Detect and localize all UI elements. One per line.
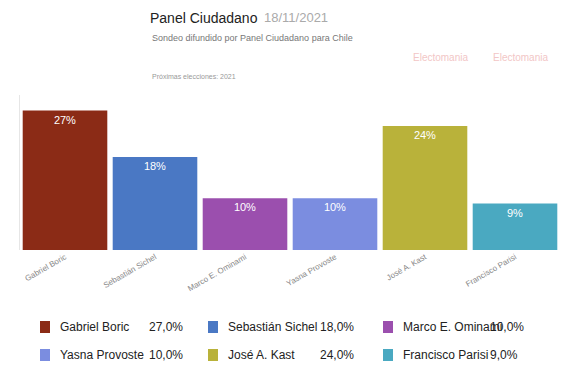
svg-text:Sebastián Sichel: Sebastián Sichel [228,320,317,334]
svg-text:10,0%: 10,0% [490,320,524,334]
svg-text:18/11/2021: 18/11/2021 [264,10,328,25]
svg-text:9,0%: 9,0% [490,348,518,362]
svg-text:Gabriel Boric: Gabriel Boric [60,320,129,334]
svg-text:Gabriel Boric: Gabriel Boric [23,252,68,283]
svg-text:Yasna Provoste: Yasna Provoste [60,348,144,362]
svg-text:18,0%: 18,0% [320,320,354,334]
svg-text:24%: 24% [414,129,436,141]
svg-text:Yasna Provoste: Yasna Provoste [285,252,338,288]
svg-text:10,0%: 10,0% [149,348,183,362]
svg-text:27%: 27% [54,114,76,126]
svg-text:Sebastián Sichel: Sebastián Sichel [102,252,158,290]
svg-text:Panel Ciudadano: Panel Ciudadano [150,10,258,26]
svg-text:27,0%: 27,0% [149,320,183,334]
svg-text:9%: 9% [507,207,523,219]
svg-text:18%: 18% [144,160,166,172]
svg-text:Electomania: Electomania [413,52,468,63]
svg-text:Francisco Parisi: Francisco Parisi [464,252,518,288]
svg-text:José A. Kast: José A. Kast [385,252,429,282]
svg-text:Sondeo difundido por Panel Ciu: Sondeo difundido por Panel Ciudadano par… [152,33,353,43]
svg-text:Marco E. Ominami: Marco E. Ominami [186,252,248,293]
svg-text:José A. Kast: José A. Kast [228,348,295,362]
svg-text:Francisco Parisi: Francisco Parisi [403,348,488,362]
svg-text:Marco E. Ominami: Marco E. Ominami [403,320,502,334]
svg-text:10%: 10% [234,201,256,213]
svg-text:Próximas elecciones: 2021: Próximas elecciones: 2021 [152,73,236,80]
svg-text:10%: 10% [324,201,346,213]
svg-text:Electomania: Electomania [493,52,548,63]
svg-text:24,0%: 24,0% [320,348,354,362]
